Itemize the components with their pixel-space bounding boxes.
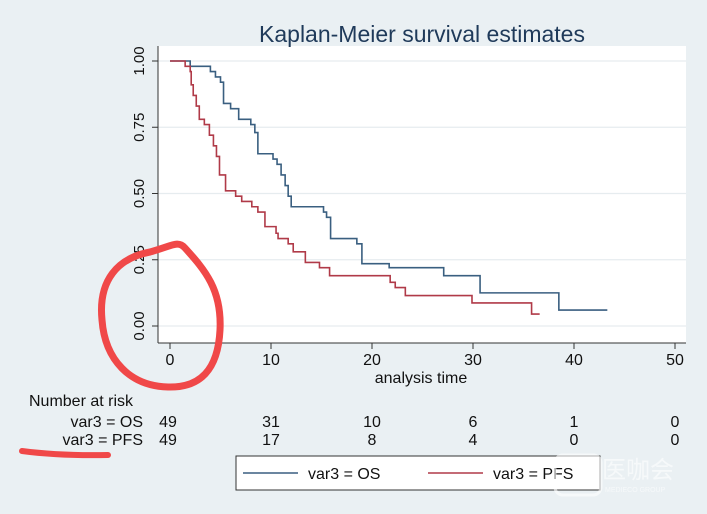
legend-label: var3 = PFS	[493, 466, 573, 483]
risk-count: 10	[363, 414, 381, 431]
risk-count: 49	[159, 432, 177, 449]
y-tick-label: 0.50	[131, 179, 148, 208]
red-annotation	[19, 240, 224, 459]
watermark: 医咖会 MEDIECO GROUP	[553, 453, 674, 497]
risk-count: 31	[262, 414, 280, 431]
risk-row-label: var3 = OS	[71, 414, 143, 431]
risk-count: 0	[671, 414, 680, 431]
risk-count: 4	[469, 432, 478, 449]
x-axis-label: analysis time	[375, 370, 468, 387]
risk-count: 8	[368, 432, 377, 449]
y-tick-label: 1.00	[131, 46, 148, 75]
x-tick-label: 0	[166, 352, 175, 369]
plot-area	[158, 46, 686, 343]
chart-title: Kaplan-Meier survival estimates	[259, 21, 585, 47]
risk-count: 0	[671, 432, 680, 449]
annotation-underline	[19, 448, 111, 459]
risk-count: 6	[469, 414, 478, 431]
x-tick-label: 40	[565, 352, 583, 369]
risk-table-title: Number at risk	[29, 393, 134, 410]
x-tick-label: 50	[666, 352, 684, 369]
y-tick-label: 0.75	[131, 113, 148, 142]
legend-label: var3 = OS	[308, 466, 380, 483]
legend-box	[235, 455, 601, 491]
x-tick-label: 20	[363, 352, 381, 369]
annotation-circle	[97, 240, 224, 391]
km-curve-pfs	[170, 60, 540, 315]
x-tick-label: 30	[464, 352, 482, 369]
risk-count: 1	[570, 414, 579, 431]
svg-text:MEDIECO GROUP: MEDIECO GROUP	[605, 487, 666, 494]
km-curve-os	[170, 60, 608, 311]
risk-count: 17	[262, 432, 280, 449]
risk-row-label: var3 = PFS	[63, 432, 143, 449]
risk-count: 0	[570, 432, 579, 449]
x-tick-label: 10	[262, 352, 280, 369]
risk-count: 49	[159, 414, 177, 431]
y-tick-label: 0.00	[131, 311, 148, 340]
svg-text:医咖会: 医咖会	[602, 457, 674, 484]
